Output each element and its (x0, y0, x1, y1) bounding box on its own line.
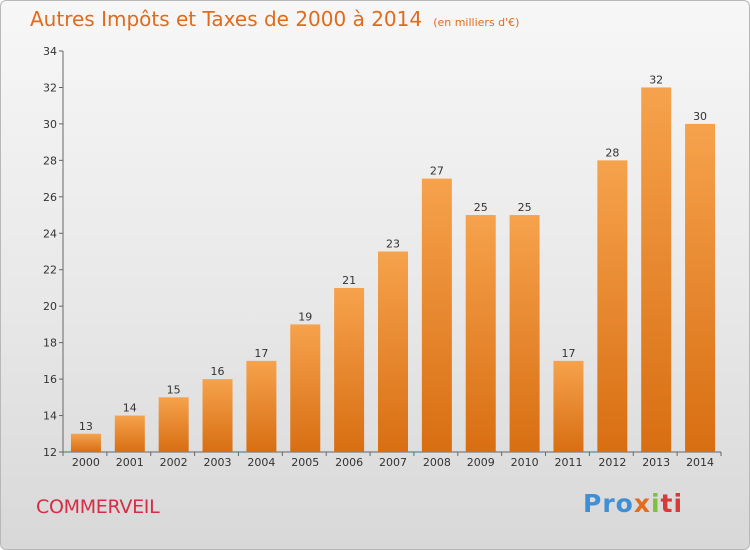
bar (465, 215, 496, 452)
bar-value-label: 17 (561, 347, 575, 360)
logo-part-2: x (633, 489, 651, 518)
bar-value-label: 25 (474, 201, 488, 214)
bar (421, 178, 452, 452)
logo-part-4: ti (660, 489, 684, 518)
y-tick-label: 24 (43, 227, 57, 240)
y-tick-label: 30 (43, 118, 57, 131)
bar (685, 123, 716, 452)
bar (202, 379, 233, 452)
y-tick-label: 16 (43, 373, 57, 386)
bar (246, 360, 277, 452)
x-tick-label: 2000 (72, 456, 100, 469)
bar (70, 433, 101, 452)
x-tick-label: 2008 (423, 456, 451, 469)
title-text: Autres Impôts et Taxes de 2000 à 2014 (30, 7, 423, 31)
x-tick-label: 2010 (511, 456, 539, 469)
y-tick-label: 34 (43, 45, 57, 58)
subtitle-text: (en milliers d'€) (433, 16, 520, 29)
bar-value-label: 27 (430, 165, 444, 178)
x-tick-label: 2014 (686, 456, 714, 469)
bar (290, 324, 321, 452)
bar-value-label: 25 (518, 201, 532, 214)
x-tick-label: 2007 (379, 456, 407, 469)
data-labels: 13 14 15 16 17 19 21 23 27 25 25 17 28 32 30 (79, 73, 707, 432)
logo-part-3: i (650, 489, 661, 518)
bar (553, 360, 584, 452)
bar-value-label: 23 (386, 238, 400, 251)
y-tick-label: 32 (43, 81, 57, 94)
bar-value-label: 16 (211, 365, 225, 378)
y-tick-label: 28 (43, 154, 57, 167)
bar-value-label: 30 (693, 110, 707, 123)
bar-value-label: 17 (254, 347, 268, 360)
bars (70, 87, 716, 453)
x-tick-label: 2011 (554, 456, 582, 469)
bar (158, 397, 189, 452)
commune-name: COMMERVEIL (36, 496, 160, 518)
chart-title: Autres Impôts et Taxes de 2000 à 2014 (e… (30, 7, 519, 31)
x-tick-label: 2002 (160, 456, 188, 469)
y-tick-label: 20 (43, 300, 57, 313)
x-tick-label: 2006 (335, 456, 363, 469)
bar-value-label: 21 (342, 274, 356, 287)
bar (378, 251, 408, 452)
x-tick-label: 2013 (642, 456, 670, 469)
bar (509, 215, 540, 452)
bar (597, 160, 628, 452)
bar-value-label: 32 (649, 73, 663, 86)
logo-part-1: Pro (583, 489, 634, 518)
bar (334, 287, 365, 452)
y-tick-label: 18 (43, 337, 57, 350)
bar-value-label: 28 (605, 146, 619, 159)
x-tick-label: 2012 (598, 456, 626, 469)
bar-value-label: 19 (298, 310, 312, 323)
axes: 12 14 16 18 20 22 24 26 28 30 32 34 2000 2001 2002 2003… (43, 45, 722, 469)
x-tick-label: 2001 (116, 456, 144, 469)
x-tick-label: 2009 (467, 456, 495, 469)
y-tick-label: 14 (43, 410, 57, 423)
x-tick-label: 2005 (291, 456, 319, 469)
bar (114, 415, 145, 452)
proxiti-logo: Proxiti (583, 489, 683, 518)
y-tick-label: 22 (43, 264, 57, 277)
y-tick-label: 12 (43, 446, 57, 459)
bar-value-label: 13 (79, 420, 93, 433)
bar-value-label: 14 (123, 402, 137, 415)
x-tick-label: 2003 (204, 456, 232, 469)
bar (641, 87, 672, 453)
x-tick-label: 2004 (247, 456, 275, 469)
y-tick-label: 26 (43, 191, 57, 204)
bar-value-label: 15 (167, 383, 181, 396)
